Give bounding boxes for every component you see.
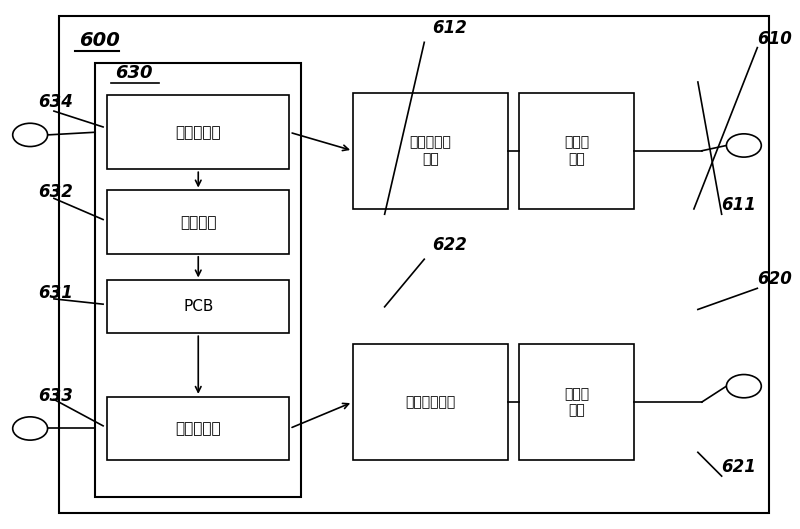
Text: 620: 620 bbox=[758, 270, 792, 288]
Text: 631: 631 bbox=[38, 284, 73, 302]
Text: 限幅放大器: 限幅放大器 bbox=[175, 421, 221, 436]
Bar bbox=[107, 397, 290, 460]
Circle shape bbox=[13, 123, 47, 147]
Text: 跨阻抗放大器: 跨阻抗放大器 bbox=[405, 395, 455, 409]
Circle shape bbox=[726, 375, 762, 398]
Text: 611: 611 bbox=[722, 196, 757, 214]
Bar bbox=[107, 95, 290, 169]
Text: 光电二
极管: 光电二 极管 bbox=[564, 387, 590, 417]
Bar bbox=[107, 190, 290, 254]
Bar bbox=[353, 93, 507, 209]
Circle shape bbox=[13, 417, 47, 440]
Text: 633: 633 bbox=[38, 387, 73, 405]
Text: PCB: PCB bbox=[183, 299, 214, 314]
Bar bbox=[519, 344, 634, 460]
Text: 激光驱动器: 激光驱动器 bbox=[175, 125, 221, 140]
Text: 激光二
极管: 激光二 极管 bbox=[564, 135, 590, 166]
Bar bbox=[107, 280, 290, 333]
Text: 600: 600 bbox=[79, 31, 120, 50]
Bar bbox=[519, 93, 634, 209]
Text: 微控制器: 微控制器 bbox=[180, 215, 217, 230]
Text: 621: 621 bbox=[722, 458, 757, 476]
Text: 610: 610 bbox=[758, 30, 792, 48]
Text: 632: 632 bbox=[38, 183, 73, 201]
Polygon shape bbox=[345, 63, 702, 220]
Text: 612: 612 bbox=[432, 19, 467, 37]
Text: 监视光电二
极管: 监视光电二 极管 bbox=[410, 135, 451, 166]
Text: 634: 634 bbox=[38, 93, 73, 111]
Bar bbox=[95, 63, 302, 497]
Bar bbox=[353, 344, 507, 460]
Circle shape bbox=[726, 134, 762, 157]
Text: 630: 630 bbox=[115, 64, 153, 82]
Polygon shape bbox=[345, 302, 702, 471]
Bar bbox=[59, 16, 770, 513]
Text: 622: 622 bbox=[432, 236, 467, 254]
